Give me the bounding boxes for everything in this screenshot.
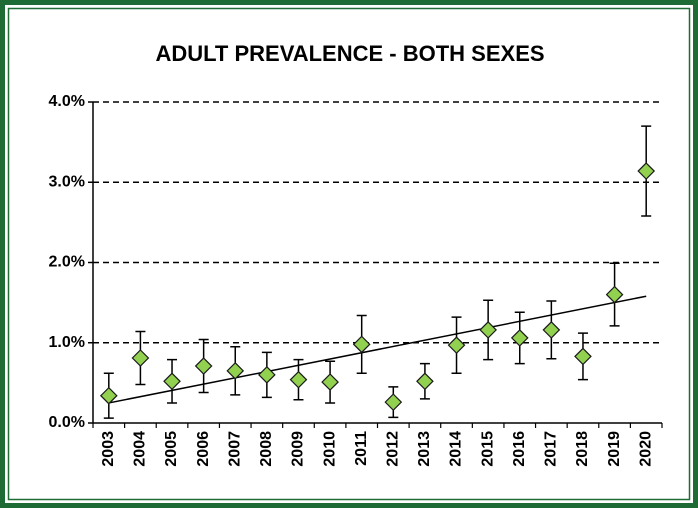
marker (194, 357, 213, 375)
marker (226, 361, 245, 380)
x-tick-label: 2004 (132, 431, 149, 467)
marker (447, 336, 466, 355)
marker (542, 321, 561, 339)
marker (352, 335, 371, 354)
y-tick-label: 1.0% (49, 334, 85, 351)
x-tick-label: 2011 (353, 431, 370, 466)
x-tick-label: 2005 (163, 431, 180, 467)
marker (131, 349, 150, 367)
marker (258, 366, 276, 384)
marker (479, 321, 497, 339)
marker (321, 373, 339, 391)
inner-border (7, 7, 691, 501)
marker (510, 329, 529, 347)
marker (289, 370, 308, 389)
x-tick-label: 2003 (100, 431, 117, 467)
marker (416, 372, 434, 391)
x-tick-label: 2019 (606, 431, 623, 467)
x-tick-label: 2010 (321, 431, 338, 467)
x-tick-label: 2016 (511, 431, 528, 467)
marker (163, 372, 181, 391)
x-tick-label: 2014 (448, 431, 465, 467)
chart-title: ADULT PREVALENCE - BOTH SEXES (155, 41, 544, 66)
x-tick-label: 2020 (637, 431, 654, 467)
y-tick-label: 0.0% (49, 414, 85, 431)
marker (605, 285, 624, 304)
marker (99, 386, 118, 405)
x-tick-label: 2018 (574, 431, 591, 467)
x-tick-label: 2013 (416, 431, 433, 467)
marker (574, 347, 592, 366)
x-tick-label: 2008 (258, 431, 275, 467)
x-tick-label: 2006 (195, 431, 212, 467)
x-tick-label: 2012 (385, 431, 402, 467)
trend-line (108, 295, 647, 404)
y-tick-label: 3.0% (49, 173, 85, 190)
x-tick-label: 2007 (226, 431, 243, 467)
y-tick-label: 4.0% (49, 93, 85, 110)
x-tick-label: 2017 (543, 431, 560, 467)
y-tick-label: 2.0% (49, 254, 85, 271)
x-tick-label: 2015 (479, 431, 496, 467)
marker (384, 393, 403, 411)
marker (637, 162, 656, 180)
x-tick-label: 2009 (290, 431, 307, 467)
